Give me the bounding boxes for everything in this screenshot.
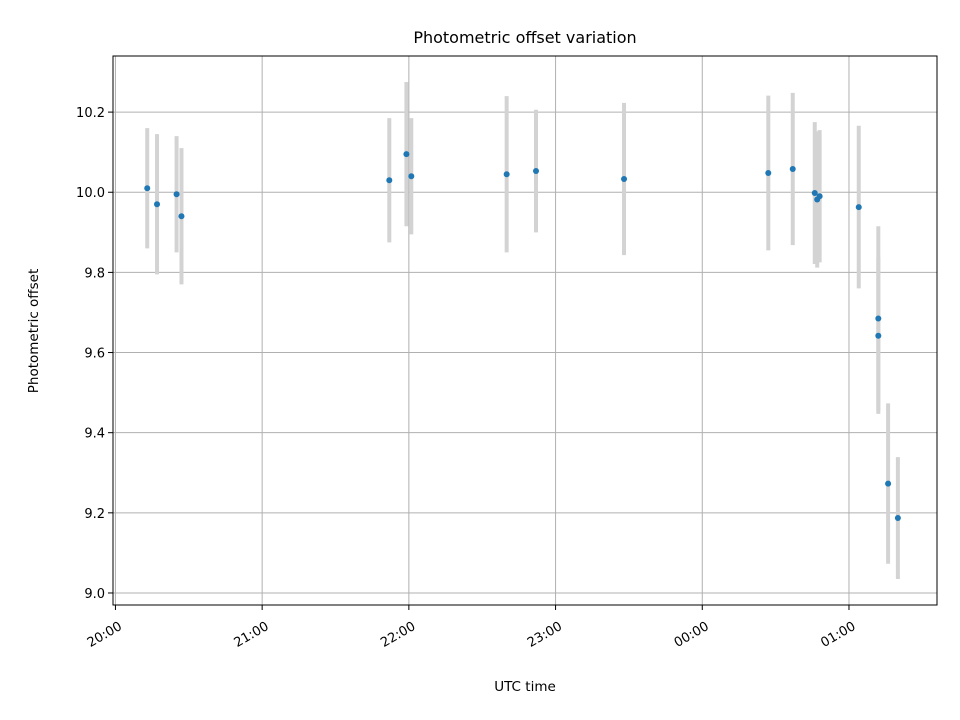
y-tick-label: 10.2 (76, 106, 105, 121)
data-point (789, 166, 796, 173)
data-point (621, 176, 628, 183)
data-point (811, 190, 818, 197)
data-point (178, 213, 185, 220)
x-tick-label: 21:00 (232, 619, 272, 651)
y-axis-label: Photometric offset (26, 269, 42, 393)
x-axis-ticks: 20:00 21:00 22:00 23:00 00:00 01:00 (85, 605, 858, 651)
data-point (875, 332, 882, 339)
y-tick-label: 9.0 (84, 587, 105, 602)
chart-title: Photometric offset variation (413, 28, 636, 47)
x-tick-label: 01:00 (818, 619, 858, 651)
data-point (408, 173, 415, 180)
data-point (885, 480, 892, 487)
y-tick-label: 9.4 (84, 427, 105, 442)
data-point (816, 193, 823, 200)
y-tick-label: 9.8 (84, 266, 105, 281)
data-point (386, 177, 393, 184)
data-point (855, 204, 862, 211)
x-axis-label: UTC time (494, 679, 556, 695)
y-tick-label: 9.2 (84, 507, 105, 522)
y-axis-ticks: 9.0 9.2 9.4 9.6 9.8 10.0 10.2 (76, 106, 113, 602)
error-bars (145, 82, 900, 579)
data-point (894, 515, 901, 522)
y-tick-label: 9.6 (84, 347, 105, 362)
data-point (173, 191, 180, 198)
data-point (144, 185, 151, 192)
data-point (154, 201, 161, 208)
data-point (533, 168, 540, 175)
data-point (765, 170, 772, 177)
x-tick-label: 20:00 (85, 619, 125, 651)
data-points (144, 151, 901, 522)
y-tick-label: 10.0 (76, 186, 105, 201)
x-tick-label: 22:00 (378, 619, 418, 651)
grid (113, 56, 937, 605)
data-point (875, 315, 882, 322)
x-tick-label: 00:00 (672, 619, 712, 651)
x-tick-label: 23:00 (525, 619, 565, 651)
plot-frame (112, 55, 938, 606)
data-point (503, 171, 510, 178)
data-point (403, 151, 410, 158)
